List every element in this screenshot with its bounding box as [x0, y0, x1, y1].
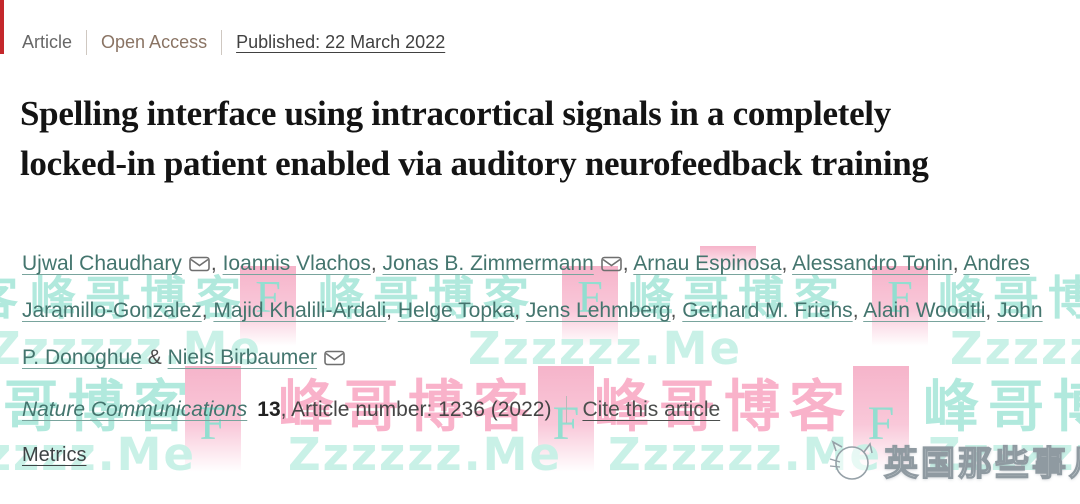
author-separator: ,: [201, 299, 214, 322]
author-link[interactable]: John P. Donoghue: [22, 299, 1043, 369]
author-separator: ,: [370, 252, 383, 275]
author-link[interactable]: Arnau Espinosa: [633, 252, 782, 275]
meta-divider: [221, 30, 223, 55]
author-link[interactable]: Ioannis Vlachos: [222, 252, 371, 275]
author-separator: ,: [670, 299, 683, 322]
author-list: Ujwal Chaudhary, Ioannis Vlachos, Jonas …: [22, 240, 1052, 381]
author-link[interactable]: Andres Jaramillo-Gonzalez: [22, 252, 1030, 322]
metrics-link[interactable]: Metrics: [22, 444, 87, 466]
journal-link[interactable]: Nature Communications: [22, 397, 248, 421]
open-access-label: Open Access: [101, 32, 208, 52]
author-link[interactable]: Niels Birbaumer: [167, 346, 317, 369]
email-icon[interactable]: [600, 256, 622, 272]
author-separator: ,: [210, 252, 223, 275]
published-date-link[interactable]: Published: 22 March 2022: [236, 32, 446, 52]
author-separator: ,: [852, 299, 864, 322]
author-link[interactable]: Jens Lehmberg: [525, 299, 671, 322]
author-separator: ,: [386, 299, 398, 322]
citation-divider: [566, 396, 568, 423]
cat-icon: [829, 439, 873, 480]
author-separator: ,: [952, 252, 964, 275]
author-link[interactable]: Alain Woodtli: [863, 299, 986, 322]
author-separator: ,: [985, 299, 998, 322]
author-link[interactable]: Majid Khalili-Ardali: [213, 299, 387, 322]
cite-article-link[interactable]: Cite this article: [582, 397, 721, 421]
author-separator: ,: [781, 252, 793, 275]
author-link[interactable]: Ujwal Chaudhary: [22, 252, 182, 275]
author-link[interactable]: Alessandro Tonin: [792, 252, 953, 275]
meta-divider: [86, 30, 88, 55]
author-link[interactable]: Jonas B. Zimmermann: [382, 252, 594, 275]
author-separator: ,: [622, 252, 634, 275]
site-logo: 英国那些事儿: [828, 436, 1080, 485]
article-number-text: , Article number: 1236 (2022): [280, 397, 552, 421]
author-link[interactable]: Helge Topka: [397, 299, 515, 322]
journal-volume: 13: [257, 397, 281, 421]
article-type-label: Article: [22, 32, 73, 52]
author-separator: ,: [514, 299, 526, 322]
citation-row: Nature Communications 13 , Article numbe…: [22, 396, 720, 423]
article-meta-row: Article Open Access Published: 22 March …: [22, 30, 445, 55]
article-title: Spelling interface using intracortical s…: [20, 94, 929, 184]
email-icon[interactable]: [324, 350, 345, 366]
site-logo-text: 英国那些事儿: [883, 443, 1080, 484]
email-icon[interactable]: [189, 256, 210, 272]
author-separator: &: [141, 346, 168, 369]
author-link[interactable]: Gerhard M. Friehs: [682, 299, 853, 322]
